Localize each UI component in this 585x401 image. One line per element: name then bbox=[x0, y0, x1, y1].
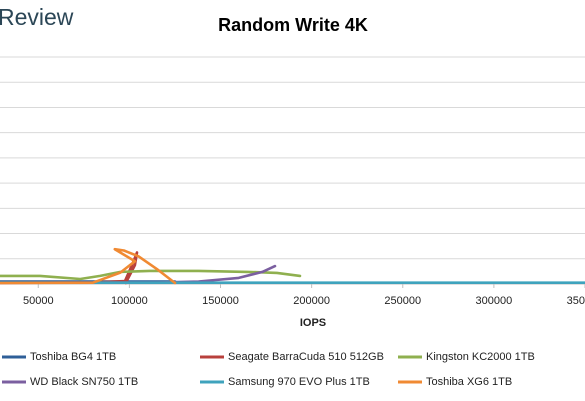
x-tick-label: 350000 bbox=[567, 295, 585, 307]
watermark: Review bbox=[0, 4, 74, 30]
x-axis-label: IOPS bbox=[300, 317, 326, 329]
x-tick-label: 50000 bbox=[23, 295, 54, 307]
legend-label: WD Black SN750 1TB bbox=[30, 376, 138, 388]
x-tick-label: 300000 bbox=[476, 295, 513, 307]
legend-label: Toshiba BG4 1TB bbox=[30, 351, 116, 363]
legend-label: Kingston KC2000 1TB bbox=[426, 351, 535, 363]
legend-label: Samsung 970 EVO Plus 1TB bbox=[228, 376, 370, 388]
x-tick-label: 200000 bbox=[293, 295, 330, 307]
x-tick-label: 250000 bbox=[384, 295, 421, 307]
x-tick-label: 100000 bbox=[111, 295, 148, 307]
chart-title: Random Write 4K bbox=[218, 15, 368, 35]
legend-label: Seagate BarraCuda 510 512GB bbox=[228, 351, 384, 363]
x-tick-label: 150000 bbox=[202, 295, 239, 307]
series-line bbox=[0, 247, 177, 285]
legend-label: Toshiba XG6 1TB bbox=[426, 376, 512, 388]
